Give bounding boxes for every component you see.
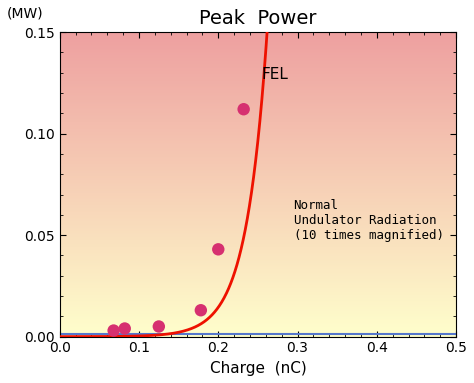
Point — [110, 327, 118, 334]
Point — [240, 106, 247, 112]
Point — [155, 323, 163, 329]
Point — [121, 326, 128, 332]
Point — [215, 246, 222, 252]
Title: Peak  Power: Peak Power — [199, 9, 317, 28]
X-axis label: Charge  (nC): Charge (nC) — [210, 361, 306, 376]
Text: (MW): (MW) — [7, 7, 44, 21]
Point — [197, 307, 205, 313]
Text: Normal
Undulator Radiation
(10 times magnified): Normal Undulator Radiation (10 times mag… — [293, 198, 444, 242]
Text: FEL: FEL — [262, 67, 289, 82]
